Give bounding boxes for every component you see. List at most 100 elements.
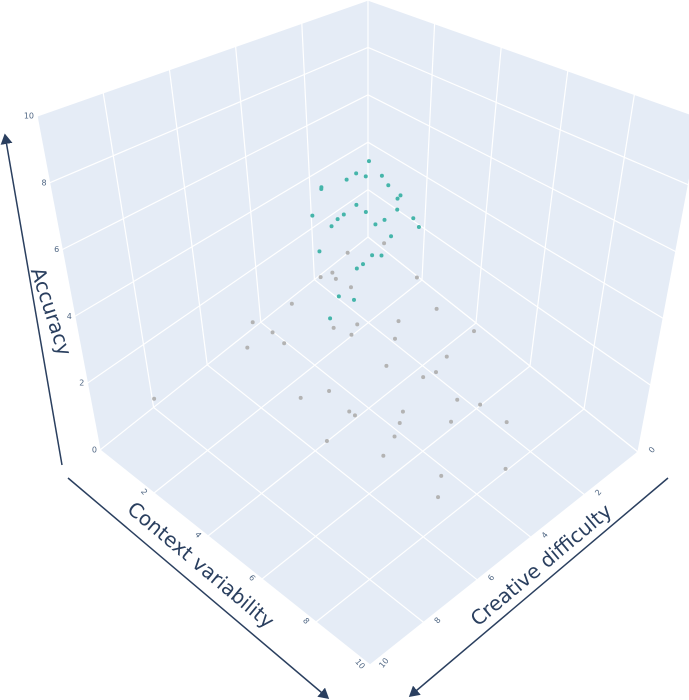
point <box>449 419 454 424</box>
z-tick-label: 0 <box>92 446 97 455</box>
point <box>504 420 509 425</box>
point <box>328 316 333 321</box>
point <box>396 319 401 324</box>
grid-line <box>153 406 424 623</box>
grid-line <box>49 46 369 184</box>
y-tick-label: 2 <box>139 487 149 497</box>
point <box>397 420 402 425</box>
point <box>361 262 366 267</box>
point <box>245 345 250 350</box>
point <box>349 332 354 337</box>
point <box>414 275 419 280</box>
point <box>317 249 322 254</box>
grid-line <box>367 46 689 186</box>
point <box>373 222 378 227</box>
x-tick-label: 6 <box>486 573 496 583</box>
z-axis-arrow <box>0 133 63 466</box>
point <box>363 174 368 179</box>
grid-line <box>314 279 585 496</box>
point <box>434 306 439 311</box>
grid-line <box>421 23 436 281</box>
point <box>421 375 426 380</box>
point <box>472 329 477 334</box>
point <box>333 276 338 281</box>
point <box>331 325 336 330</box>
point <box>439 473 444 478</box>
grid-line <box>61 94 369 251</box>
grid-line <box>315 408 585 623</box>
y-tick-label: 4 <box>193 530 203 540</box>
point <box>324 438 329 443</box>
z-tick-label: 6 <box>54 245 59 254</box>
y-tick-label: 6 <box>247 573 257 583</box>
grid-line <box>367 141 664 319</box>
point <box>416 225 421 230</box>
point <box>270 330 275 335</box>
point <box>354 266 359 271</box>
point <box>152 396 157 401</box>
point <box>392 336 397 341</box>
point <box>400 409 405 414</box>
point <box>366 159 371 164</box>
grid-line <box>475 47 502 324</box>
grid-line <box>301 23 315 280</box>
x-axis-arrow <box>408 477 669 697</box>
grid-line <box>102 92 155 408</box>
point <box>478 402 483 407</box>
point <box>289 301 294 306</box>
z-tick-label: 2 <box>79 379 84 388</box>
point <box>382 241 387 246</box>
grid-line <box>367 0 689 115</box>
grid-line <box>529 70 569 367</box>
grid-line <box>235 46 262 323</box>
z-tick-label: 10 <box>24 112 34 121</box>
point <box>345 250 350 255</box>
point <box>327 388 332 393</box>
point <box>354 171 359 176</box>
grid-line <box>36 115 101 451</box>
point <box>444 354 449 359</box>
grid-line <box>153 279 423 494</box>
point <box>382 217 387 222</box>
grid-line <box>583 94 635 410</box>
point <box>352 413 357 418</box>
point <box>310 213 315 218</box>
left-wall <box>37 0 368 450</box>
point <box>384 363 389 368</box>
point <box>282 341 287 346</box>
x-tick-label: 4 <box>540 530 550 540</box>
grid-line <box>261 365 531 580</box>
z-tick-label: 8 <box>42 178 47 187</box>
point <box>344 177 349 182</box>
point <box>354 202 359 207</box>
point <box>329 224 334 229</box>
point <box>395 207 400 212</box>
panes <box>37 0 689 665</box>
point <box>298 395 303 400</box>
point <box>341 212 346 217</box>
right-wall <box>368 0 689 452</box>
point <box>336 294 341 299</box>
point <box>351 297 356 302</box>
point <box>335 217 340 222</box>
grid-line <box>36 0 369 117</box>
y-axis-arrow <box>67 477 330 699</box>
grid-line <box>367 189 651 386</box>
y-tick-label: 8 <box>301 616 311 626</box>
grid-line <box>99 449 371 666</box>
floor-pane <box>100 237 638 665</box>
point <box>392 434 397 439</box>
point <box>379 173 384 178</box>
point <box>355 322 360 327</box>
z-tick-label: 4 <box>67 312 72 321</box>
grid-line <box>74 141 369 317</box>
x-tick-label: 0 <box>647 445 657 455</box>
point <box>436 495 441 500</box>
grid-line <box>168 69 208 365</box>
point <box>398 193 403 198</box>
grid-line <box>637 178 689 453</box>
point <box>379 253 384 258</box>
point <box>370 253 375 258</box>
